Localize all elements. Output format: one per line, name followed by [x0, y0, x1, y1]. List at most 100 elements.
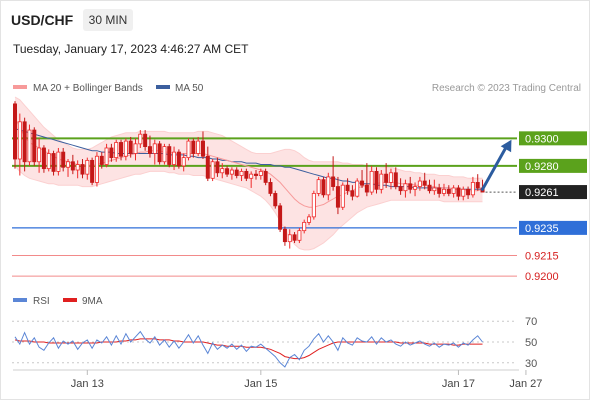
candle-body: [282, 228, 287, 243]
rsi-line: [14, 330, 483, 368]
candle-body: [379, 173, 384, 190]
candle-body: [56, 151, 61, 172]
level-tag-pivot: [519, 220, 587, 235]
attribution: Research © 2023 Trading Central: [432, 83, 581, 94]
candle-body: [311, 193, 316, 218]
candle-body: [432, 187, 437, 192]
candle-body: [196, 140, 201, 154]
candle-body: [470, 182, 475, 196]
candle-body: [369, 170, 374, 193]
timestamp: Tuesday, January 17, 2023 4:46:27 AM CET: [13, 42, 249, 56]
candle-body: [456, 187, 461, 197]
candle-body: [307, 216, 312, 223]
candle-body: [17, 121, 22, 160]
candle-body: [446, 188, 451, 194]
candle-body: [292, 234, 297, 241]
forecast-arrow-head: [500, 139, 512, 153]
candle-body: [408, 183, 413, 190]
x-tick-label: Jan 15: [244, 378, 277, 390]
level-label-resistance: 0.9300: [525, 133, 559, 145]
candle-body: [302, 221, 307, 232]
candle-body: [80, 164, 85, 175]
candle-body: [109, 147, 114, 159]
legend-swatch-ma50: [156, 85, 170, 89]
candle-body: [273, 193, 278, 207]
forecast-arrow-shaft: [481, 143, 509, 191]
rsi-tick-label: 50: [525, 337, 537, 349]
candle-body: [461, 188, 466, 197]
candle-body: [85, 159, 90, 175]
candle-body: [133, 143, 138, 154]
x-tick-label: Jan 13: [71, 378, 104, 390]
candle-body: [90, 159, 95, 183]
candle-body: [278, 205, 283, 230]
candle-body: [234, 169, 239, 176]
candle-body: [441, 188, 446, 194]
candle-body: [94, 155, 99, 183]
candle-body: [27, 129, 32, 163]
candle-body: [143, 133, 148, 147]
candle-body: [340, 184, 345, 208]
candle-body: [176, 151, 181, 167]
candle-body: [263, 170, 268, 183]
rsi-tick-label: 70: [525, 316, 537, 328]
candle-body: [46, 153, 51, 170]
candle-body: [157, 143, 162, 163]
candle-body: [398, 186, 403, 192]
legend-label-9ma: 9MA: [82, 296, 103, 307]
candle-body: [413, 186, 418, 190]
candle-body: [138, 133, 143, 145]
candle-body: [244, 170, 249, 179]
last-price: 0.9261: [485, 185, 587, 200]
candle-body: [417, 180, 422, 187]
candle-body: [12, 103, 17, 160]
candle-body: [403, 183, 408, 192]
candle-body: [191, 140, 196, 154]
candle-body: [22, 121, 27, 163]
rsi-tick-label: 30: [525, 358, 537, 370]
candle-body: [321, 179, 326, 196]
candle-body: [331, 176, 336, 187]
candle-body: [422, 180, 427, 186]
candle-body: [210, 161, 215, 179]
candle-body: [249, 173, 254, 179]
candle-body: [466, 188, 471, 196]
candle-body: [128, 140, 133, 154]
candle-body: [335, 186, 340, 208]
candle-body: [186, 140, 191, 159]
candle-body: [104, 147, 109, 165]
candle-body: [258, 170, 263, 176]
legend-swatch-rsi: [13, 298, 27, 302]
legend-label-rsi: RSI: [33, 296, 50, 307]
candle-body: [66, 161, 71, 168]
bollinger-band: [14, 96, 483, 251]
key-levels: 0.9300 0.9280 0.9235 0.9215 0.9200: [12, 131, 587, 283]
candle-body: [427, 184, 432, 192]
legend-swatch-9ma: [63, 298, 77, 302]
candle-body: [437, 187, 442, 194]
candle-body: [475, 182, 480, 189]
bollinger-fill: [15, 97, 483, 250]
level-label-support: 0.9215: [525, 250, 559, 262]
candle-body: [99, 155, 104, 165]
candle-body: [350, 190, 355, 197]
candle-body: [152, 143, 157, 154]
candle-body: [37, 147, 42, 163]
level-label-support: 0.9200: [525, 271, 559, 283]
instrument-symbol: USD/CHF: [11, 12, 74, 28]
candle-body: [41, 147, 46, 170]
forecast-arrow: [481, 139, 512, 191]
candle-body: [167, 146, 172, 165]
candle-body: [70, 161, 75, 171]
level-tag-resistance: [519, 158, 587, 173]
candle-body: [32, 129, 37, 163]
bollinger-lower-line: [14, 165, 483, 251]
candle-body: [229, 169, 234, 175]
bollinger-upper-line: [14, 96, 483, 179]
candle-body: [114, 142, 119, 159]
timeframe-badge[interactable]: 30 MIN: [83, 9, 133, 31]
candle-body: [215, 161, 220, 174]
candle-body: [316, 179, 321, 194]
candle-body: [119, 142, 124, 157]
